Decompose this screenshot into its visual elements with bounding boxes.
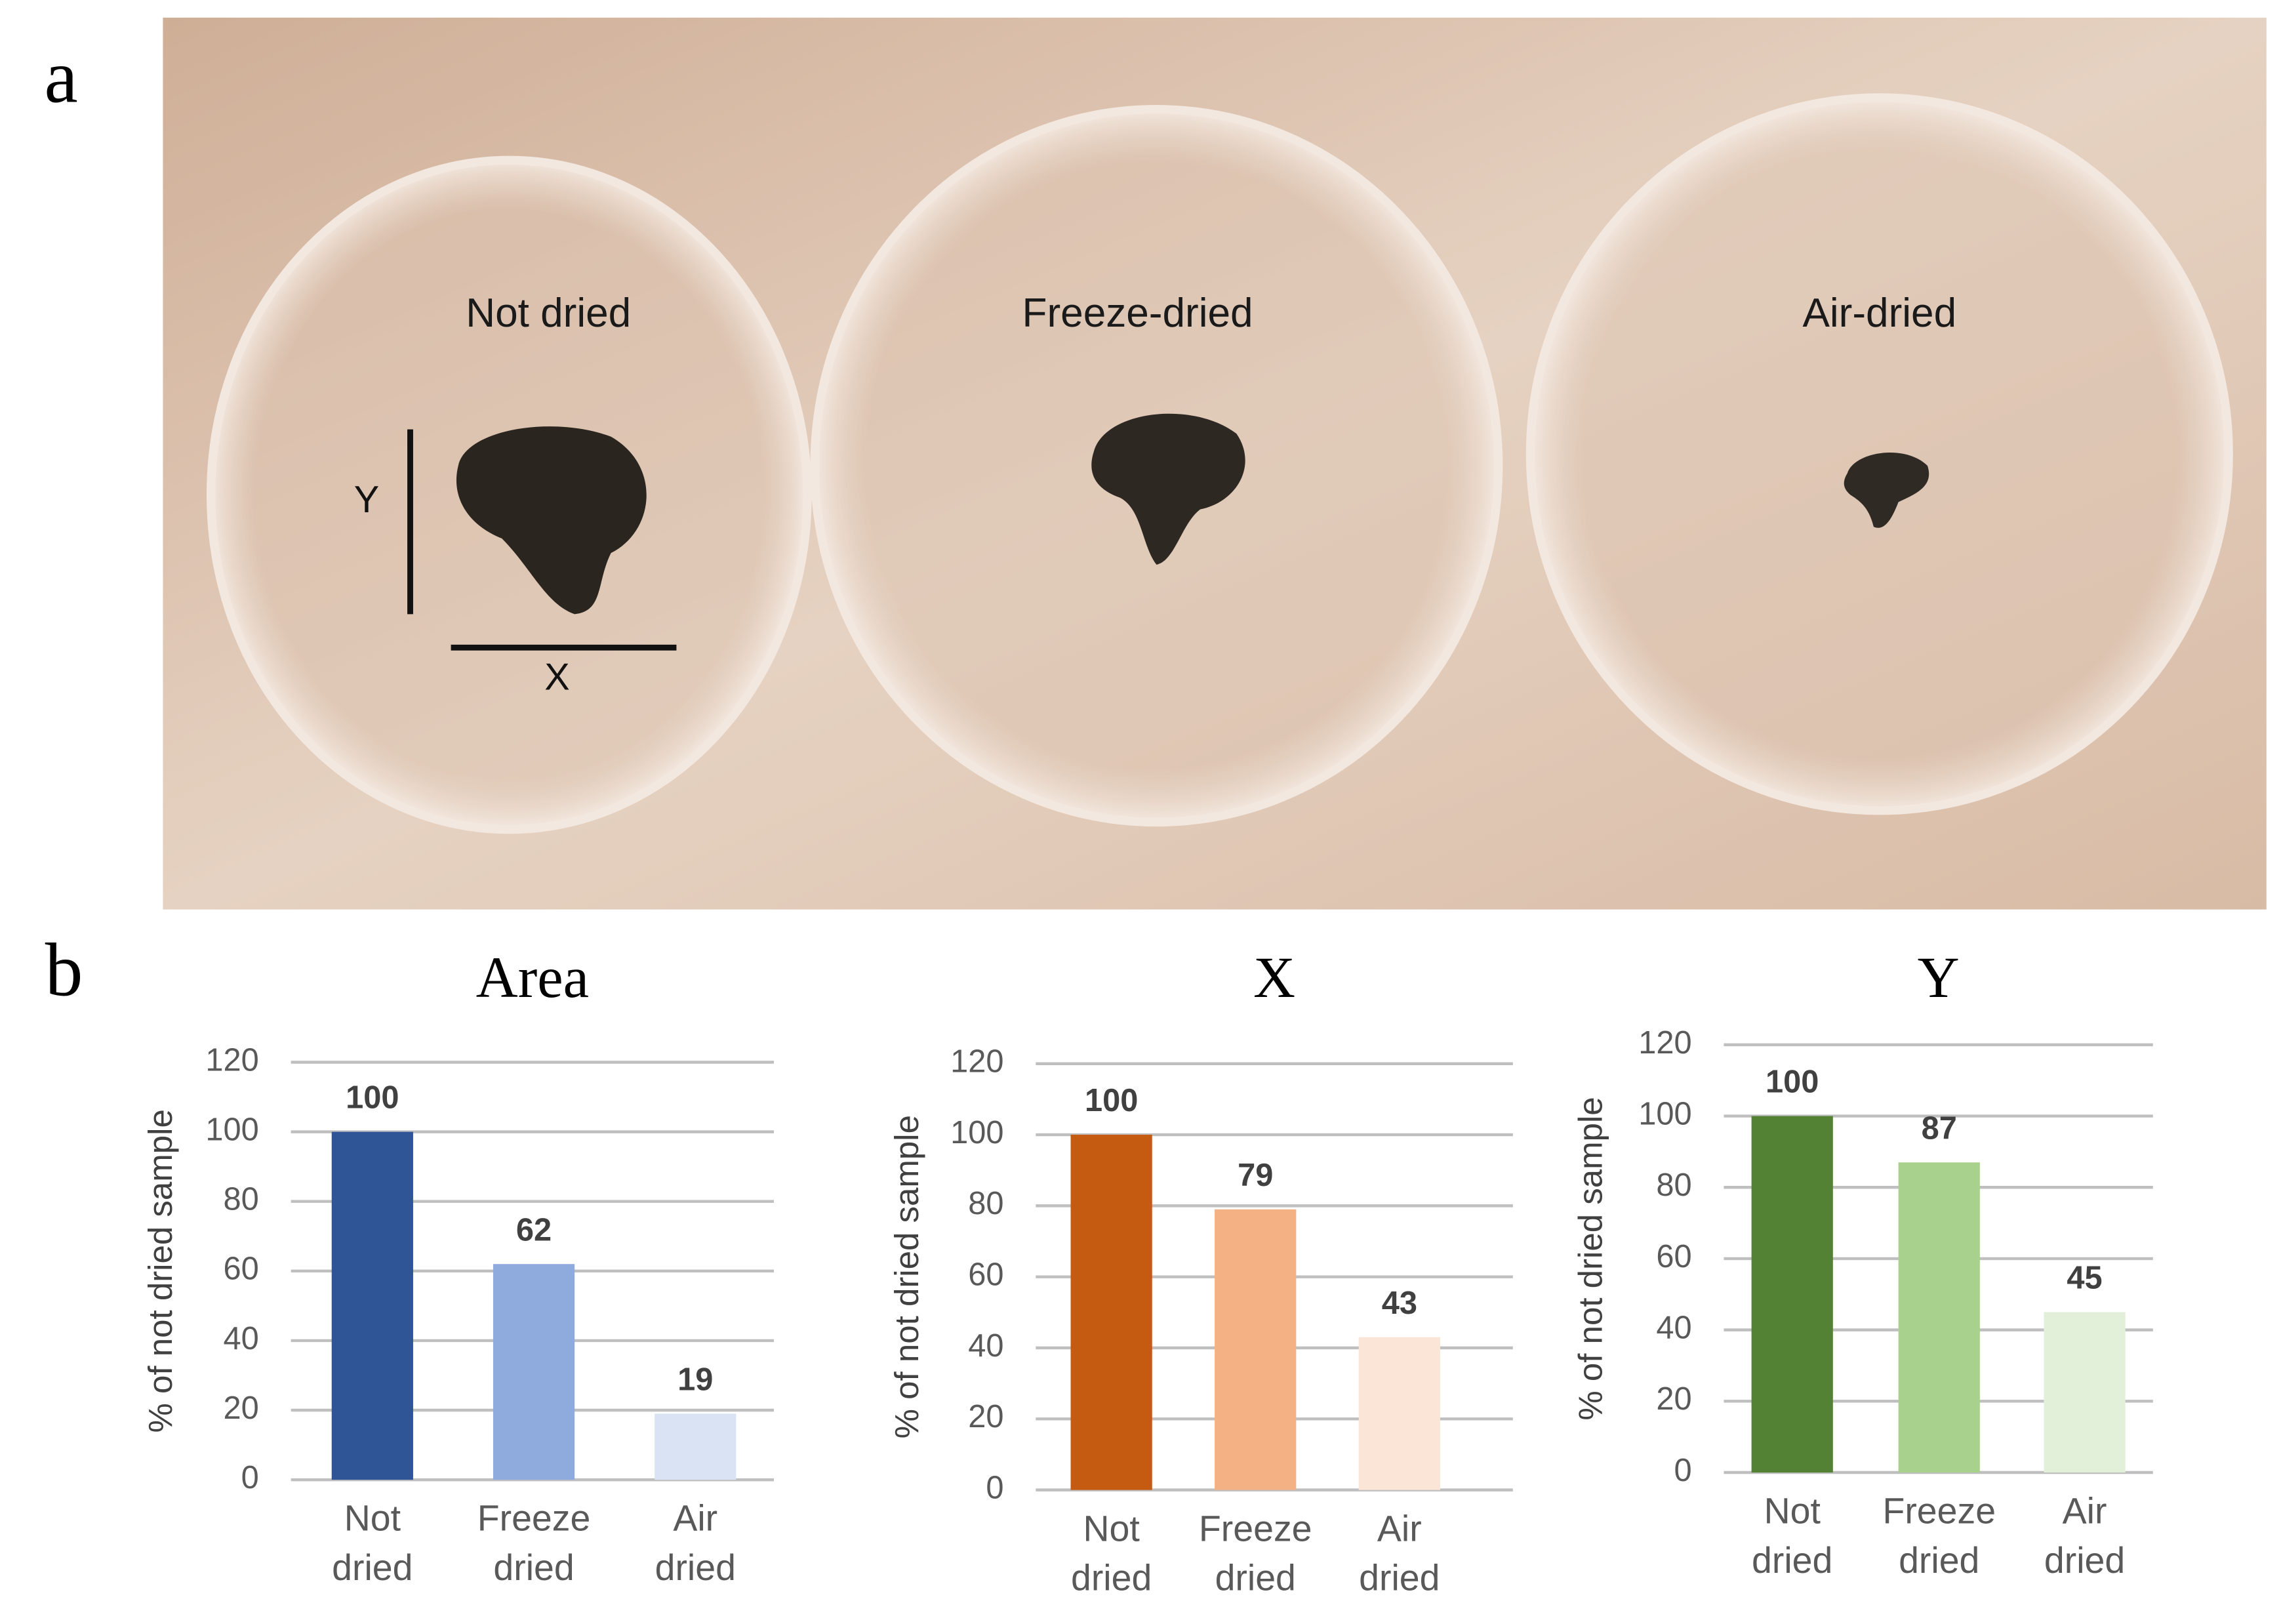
panel-label: b — [45, 927, 83, 1011]
x-tick-label-wrap: Air dried — [1997, 1487, 2171, 1586]
value-label: 62 — [516, 1212, 552, 1248]
y-axis-label: % of not dried sample — [1571, 1097, 1609, 1420]
x-tick-label-wrap: Not dried — [1705, 1487, 1880, 1586]
y-tick-label: 100 — [205, 1112, 258, 1148]
x-tick-label-wrap: Air dried — [1312, 1505, 1487, 1604]
dimension-label: Y — [354, 479, 379, 521]
x-tick-label-box: Air dried — [1312, 1505, 1487, 1604]
value-label: 100 — [1085, 1083, 1138, 1118]
y-tick-label: 20 — [224, 1391, 259, 1426]
sample — [456, 426, 647, 615]
y-tick-label: 80 — [968, 1186, 1003, 1221]
x-tick-label: Air dried — [655, 1498, 736, 1589]
y-tick-label: 80 — [224, 1182, 259, 1217]
y-tick-label: 120 — [205, 1042, 258, 1078]
x-tick-label-wrap: Freeze dried — [1852, 1487, 2027, 1586]
bar — [1215, 1209, 1297, 1490]
x-tick-label: Freeze dried — [1882, 1491, 1996, 1582]
value-label: 100 — [346, 1080, 399, 1116]
x-tick-label-wrap: Air dried — [608, 1494, 782, 1593]
chart-title: Area — [476, 946, 589, 1010]
value-label: 43 — [1382, 1286, 1417, 1321]
sample — [1091, 413, 1245, 565]
value-label: 100 — [1766, 1065, 1819, 1100]
x-tick-label: Not dried — [1752, 1491, 1833, 1582]
y-tick-label: 80 — [1656, 1167, 1691, 1203]
value-label: 45 — [2067, 1261, 2102, 1296]
value-label: 87 — [1922, 1110, 1957, 1146]
x-tick-label-box: Air dried — [608, 1494, 782, 1593]
bar — [1358, 1337, 1440, 1490]
sample-label: Freeze-dried — [1022, 291, 1253, 336]
y-tick-label: 20 — [968, 1399, 1003, 1434]
y-tick-label: 0 — [1674, 1453, 1692, 1488]
x-tick-label: Freeze dried — [1198, 1509, 1312, 1599]
y-tick-label: 0 — [986, 1471, 1003, 1506]
value-label: 19 — [677, 1362, 713, 1397]
bar — [2044, 1312, 2126, 1473]
chart-title: X — [1253, 946, 1295, 1010]
x-tick-label-box: Not dried — [285, 1494, 460, 1593]
x-tick-label-box: Freeze dried — [1852, 1487, 2027, 1586]
y-tick-label: 60 — [968, 1257, 1003, 1293]
y-tick-label: 120 — [1638, 1025, 1691, 1061]
x-tick-label-box: Freeze dried — [1168, 1505, 1342, 1604]
y-tick-label: 40 — [224, 1321, 259, 1356]
x-tick-label-box: Not dried — [1705, 1487, 1880, 1586]
x-tick-label-wrap: Not dried — [1024, 1505, 1199, 1604]
bar-chart: Area % of not dried sample 0 20 40 60 80 100 120… — [142, 946, 782, 1593]
value-label: 79 — [1238, 1158, 1273, 1193]
x-tick-label-wrap: Freeze dried — [1168, 1505, 1342, 1604]
x-tick-label: Air dried — [2044, 1491, 2126, 1582]
bar — [1070, 1135, 1152, 1490]
dimension-label: X — [544, 656, 569, 698]
bar — [493, 1264, 575, 1480]
y-tick-label: 120 — [950, 1044, 1003, 1080]
sample — [1844, 452, 1929, 528]
y-tick-label: 40 — [1656, 1310, 1691, 1346]
x-tick-label: Not dried — [332, 1498, 413, 1589]
y-axis-label: % of not dried sample — [888, 1115, 925, 1438]
y-tick-label: 40 — [968, 1328, 1003, 1364]
bar — [1898, 1162, 1980, 1473]
x-tick-label-wrap: Not dried — [285, 1494, 460, 1593]
y-tick-label: 100 — [950, 1115, 1003, 1150]
bar — [1751, 1116, 1833, 1473]
bar-chart: X % of not dried sample 0 20 40 60 80 100 120 100… — [888, 946, 1513, 1604]
x-tick-label: Not dried — [1070, 1509, 1152, 1599]
y-tick-label: 100 — [1638, 1096, 1691, 1131]
y-tick-label: 60 — [224, 1251, 259, 1287]
y-tick-label: 0 — [241, 1460, 259, 1495]
x-tick-label-box: Air dried — [1997, 1487, 2171, 1586]
chart-title: Y — [1918, 946, 1960, 1010]
y-tick-label: 60 — [1656, 1239, 1691, 1274]
x-tick-label: Freeze dried — [477, 1498, 591, 1589]
x-tick-label: Air dried — [1359, 1509, 1440, 1599]
y-axis-label: % of not dried sample — [142, 1109, 179, 1432]
y-tick-label: 20 — [1656, 1381, 1691, 1417]
bar — [331, 1131, 413, 1480]
bar-chart: Y % of not dried sample 0 20 40 60 80 100 120 100… — [1571, 946, 2171, 1586]
photo: Y X Not dried Freeze-dried Air-dried — [163, 17, 2267, 910]
x-tick-label-box: Freeze dried — [447, 1494, 621, 1593]
sample-label: Air-dried — [1802, 291, 1956, 336]
x-tick-label-wrap: Freeze dried — [447, 1494, 621, 1593]
bar — [655, 1413, 737, 1480]
panel-label: a — [45, 34, 78, 118]
x-tick-label-box: Not dried — [1024, 1505, 1199, 1604]
sample-label: Not dried — [466, 291, 631, 336]
